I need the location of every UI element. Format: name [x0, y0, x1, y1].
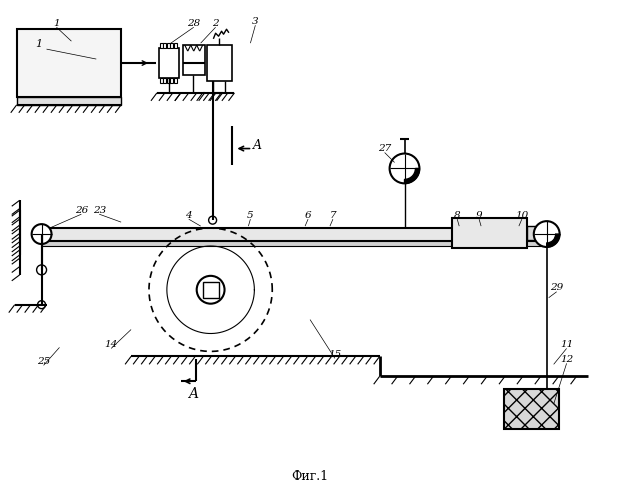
Bar [167, 43, 170, 48]
Bar [207, 45, 232, 81]
Bar [42, 228, 544, 241]
Wedge shape [547, 234, 559, 247]
Circle shape [205, 285, 216, 295]
Text: 7: 7 [330, 210, 336, 220]
Text: A: A [253, 139, 262, 152]
Text: 10: 10 [515, 210, 529, 220]
Text: 8: 8 [454, 210, 461, 220]
Text: 2: 2 [212, 19, 219, 28]
Circle shape [31, 224, 51, 244]
Text: 29: 29 [550, 283, 563, 292]
Bar [160, 43, 163, 48]
Circle shape [534, 221, 559, 247]
Circle shape [196, 276, 225, 304]
Bar [163, 43, 166, 48]
Text: 1: 1 [53, 19, 60, 28]
Bar [42, 241, 544, 246]
Text: 26: 26 [75, 206, 88, 215]
Bar [170, 78, 173, 83]
Circle shape [390, 154, 419, 183]
Text: 5: 5 [247, 210, 253, 220]
Text: 25: 25 [37, 357, 50, 366]
Bar [504, 389, 559, 429]
Bar [452, 218, 527, 248]
Circle shape [209, 216, 216, 224]
Text: Фиг.1: Фиг.1 [291, 470, 328, 483]
Text: 1: 1 [35, 39, 42, 49]
Text: 14: 14 [104, 340, 118, 349]
Text: 27: 27 [378, 144, 391, 153]
Text: 28: 28 [187, 19, 200, 28]
Wedge shape [404, 168, 419, 183]
Bar [183, 45, 205, 75]
Bar [167, 78, 170, 83]
Bar [170, 43, 173, 48]
Text: 6: 6 [305, 210, 312, 220]
Bar [527, 226, 539, 240]
Text: 11: 11 [560, 340, 573, 349]
Bar [174, 43, 177, 48]
Bar [160, 78, 163, 83]
Text: 23: 23 [93, 206, 106, 215]
Bar [17, 29, 121, 97]
Circle shape [38, 301, 45, 309]
Text: 4: 4 [186, 210, 192, 220]
Bar [163, 78, 166, 83]
Bar [159, 48, 179, 78]
Text: 9: 9 [476, 210, 483, 220]
Text: A: A [188, 387, 198, 401]
Text: 3: 3 [252, 17, 259, 26]
Circle shape [36, 265, 47, 275]
Bar [174, 78, 177, 83]
Bar [203, 282, 219, 298]
Text: 12: 12 [560, 355, 573, 364]
Text: 15: 15 [328, 350, 342, 359]
Bar [17, 97, 121, 105]
